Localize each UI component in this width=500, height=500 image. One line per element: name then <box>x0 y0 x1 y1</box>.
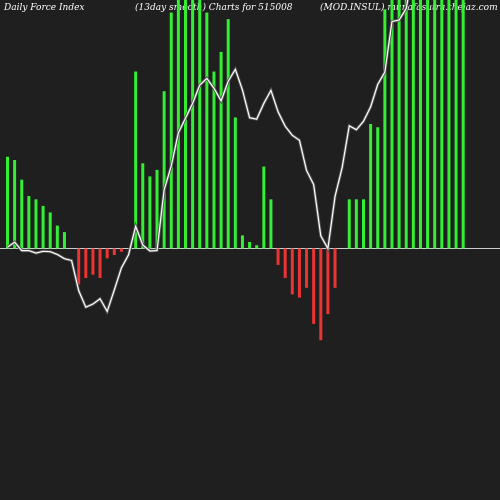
force-index-bar <box>34 199 38 249</box>
force-index-bar <box>390 0 394 249</box>
force-index-bar <box>155 169 159 249</box>
force-index-bar <box>397 0 401 249</box>
force-index-bar <box>191 0 195 249</box>
force-index-bar <box>55 225 59 249</box>
force-index-bar <box>27 196 31 249</box>
force-index-bar <box>198 0 202 249</box>
force-index-bar <box>347 199 351 249</box>
force-index-bar <box>41 205 45 249</box>
force-index-bar <box>454 0 458 249</box>
force-index-bar <box>240 235 244 249</box>
force-index-bar <box>105 248 109 259</box>
force-index-bar <box>248 241 252 249</box>
force-index-bar <box>205 12 209 249</box>
force-index-bar <box>148 176 152 249</box>
smooth-line <box>7 0 409 313</box>
force-index-bar <box>20 179 24 249</box>
force-index-bar <box>134 71 138 249</box>
force-index-bar <box>233 117 237 249</box>
force-index-bar <box>418 0 422 249</box>
force-index-bar <box>98 248 102 278</box>
force-index-bar <box>269 199 273 249</box>
force-index-bar <box>119 248 123 252</box>
force-index-bar <box>77 248 81 285</box>
force-index-bar <box>91 248 95 275</box>
force-index-bar <box>169 12 173 249</box>
force-index-bar <box>326 248 330 315</box>
force-index-bar <box>212 71 216 249</box>
force-index-bar <box>62 232 66 249</box>
force-index-bar <box>184 0 187 249</box>
force-index-bar <box>383 9 387 249</box>
force-index-bar <box>112 248 116 256</box>
force-index-bar <box>369 123 373 249</box>
force-index-bar <box>354 199 358 249</box>
force-index-bar <box>84 248 88 278</box>
force-index-bar <box>6 156 9 249</box>
force-index-bar <box>440 0 444 249</box>
force-index-bar <box>297 248 301 298</box>
force-index-bar <box>305 248 309 288</box>
force-index-bar <box>226 19 230 249</box>
force-index-bar <box>255 245 259 249</box>
force-index-bar <box>461 0 465 249</box>
force-index-bar <box>411 0 415 249</box>
force-index-bar <box>404 0 408 249</box>
force-index-bar <box>290 248 294 295</box>
force-index-bar <box>426 0 430 249</box>
force-index-bar <box>447 0 451 249</box>
force-index-bar <box>176 0 180 249</box>
force-index-bar <box>319 248 323 341</box>
force-index-bar <box>262 166 266 249</box>
force-index-bar <box>333 248 337 288</box>
indicator-title: Daily Force Index <box>4 3 85 13</box>
force-index-bar <box>219 51 223 249</box>
force-index-bar <box>312 248 316 324</box>
force-index-bar <box>141 163 145 249</box>
force-index-bar <box>162 91 166 249</box>
force-index-bar <box>276 248 280 265</box>
force-index-bar <box>13 160 17 249</box>
force-index-bar <box>376 127 380 249</box>
chart-subtitle: (13day smooth) Charts for 515008 <box>135 3 293 13</box>
force-index-bar <box>433 0 437 249</box>
force-index-bar <box>283 248 287 278</box>
force-index-bar <box>48 212 52 249</box>
force-index-bar <box>362 199 365 249</box>
symbol-source-label: (MOD.INSUL) munafasutra.thejaz.com <box>320 3 498 13</box>
